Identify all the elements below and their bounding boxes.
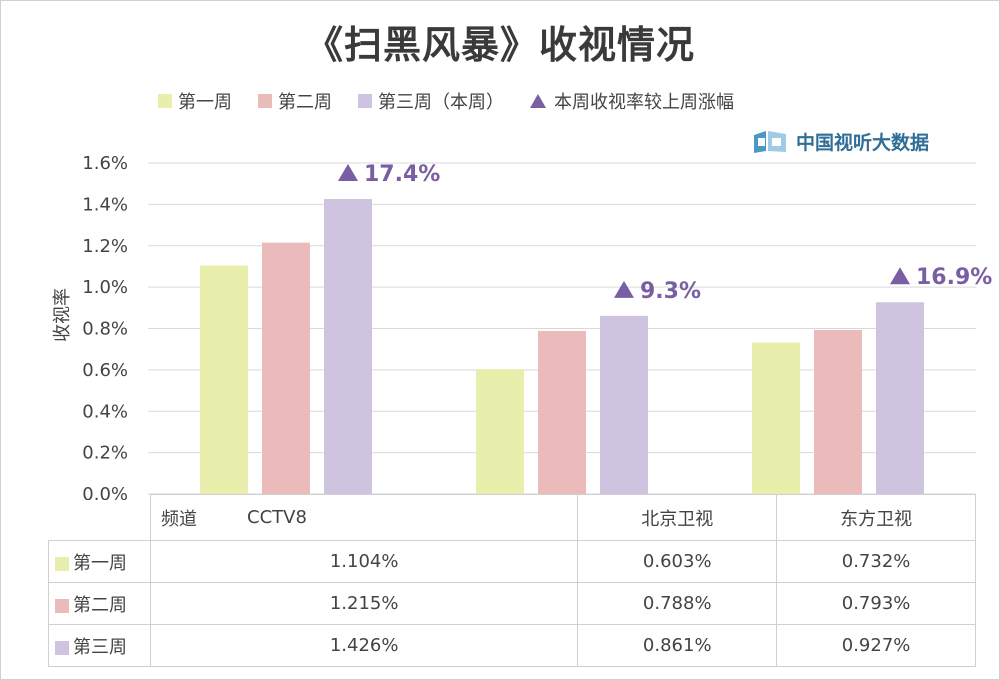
- legend-item-week1: 第一周: [158, 88, 232, 114]
- chart-title: 《扫黑风暴》收视情况: [304, 23, 695, 67]
- y-tick-label: 1.6%: [82, 153, 128, 174]
- y-tick-label: 1.4%: [82, 194, 128, 215]
- brand-watermark: 中国视听大数据: [752, 128, 929, 155]
- legend-item-change: 本周收视率较上周涨幅: [530, 88, 734, 114]
- table-header-cctv8: 频道 CCTV8: [149, 494, 579, 541]
- legend-label-change: 本周收视率较上周涨幅: [554, 92, 734, 113]
- bar: [476, 369, 524, 494]
- table-header-row: 频道 CCTV8 北京卫视 东方卫视: [48, 494, 976, 541]
- brand-logo-icon: [754, 130, 786, 153]
- row-label-week3: 第三周: [73, 636, 127, 658]
- bar: [262, 242, 310, 494]
- row-swatch-week3: [55, 640, 69, 655]
- y-tick-label: 1.2%: [82, 236, 128, 257]
- legend-label-week2: 第二周: [278, 92, 332, 113]
- table-cell: 0.793%: [776, 582, 976, 625]
- change-annotation: 17.4%: [338, 162, 440, 187]
- legend-label-week3: 第三周（本周）: [378, 92, 504, 113]
- table-cell: 0.603%: [577, 540, 778, 583]
- bar: [752, 342, 800, 494]
- table-row: 第二周 1.215% 0.788% 0.793%: [48, 582, 976, 625]
- y-tick-label: 0.4%: [82, 401, 128, 422]
- change-label: 17.4%: [364, 162, 440, 187]
- table-cell: 0.927%: [776, 624, 976, 667]
- bar: [538, 330, 586, 494]
- legend-item-week3: 第三周（本周）: [358, 88, 504, 114]
- triangle-up-icon: [530, 94, 546, 108]
- table-channel-2: 东方卫视: [840, 508, 913, 530]
- bar: [200, 265, 248, 494]
- y-tick-label: 0.8%: [82, 319, 128, 340]
- brand-name: 中国视听大数据: [796, 132, 930, 154]
- triangle-up-icon: [614, 280, 634, 298]
- bar: [876, 302, 924, 494]
- table-cell: 1.426%: [149, 624, 579, 667]
- table-cell: 1.215%: [149, 582, 579, 625]
- table-corner-blank: [48, 494, 151, 541]
- table-row: 第三周 1.426% 0.861% 0.927%: [48, 624, 976, 667]
- bar: [324, 198, 372, 494]
- legend-item-week2: 第二周: [258, 88, 332, 114]
- y-tick-label: 1.0%: [82, 277, 128, 298]
- table-row: 第一周 1.104% 0.603% 0.732%: [48, 540, 976, 583]
- y-axis-ticks: 0.0%0.2%0.4%0.6%0.8%1.0%1.2%1.4%1.6%: [82, 153, 128, 500]
- table-rowhead-week3: 第三周: [48, 624, 151, 667]
- data-table: 频道 CCTV8 北京卫视 东方卫视 第一周 1.104% 0.603% 0.7…: [48, 494, 976, 667]
- table-cell: 0.788%: [577, 582, 778, 625]
- change-annotation: 9.3%: [614, 279, 701, 304]
- table-corner-label: 频道: [161, 508, 197, 530]
- row-swatch-week2: [55, 598, 69, 613]
- change-label: 9.3%: [640, 279, 701, 304]
- table-cell: 0.861%: [577, 624, 778, 667]
- y-tick-label: 0.2%: [82, 443, 128, 464]
- table-rowhead-week1: 第一周: [48, 540, 151, 583]
- row-label-week2: 第二周: [73, 594, 127, 616]
- legend-swatch-week3: [358, 94, 372, 108]
- table-header-dongfang: 东方卫视: [776, 494, 976, 541]
- triangle-up-icon: [338, 163, 358, 181]
- bar: [600, 315, 648, 494]
- triangle-up-icon: [890, 267, 910, 285]
- change-annotation: 16.9%: [890, 265, 992, 290]
- table-cell: 1.104%: [149, 540, 579, 583]
- table-channel-1: 北京卫视: [641, 508, 714, 530]
- table-channel-0: CCTV8: [247, 507, 307, 528]
- change-label: 16.9%: [916, 265, 992, 290]
- legend-swatch-week1: [158, 94, 172, 108]
- y-tick-label: 0.6%: [82, 360, 128, 381]
- legend-swatch-week2: [258, 94, 272, 108]
- bar: [814, 329, 862, 494]
- legend: 第一周 第二周 第三周（本周） 本周收视率较上周涨幅: [158, 88, 760, 114]
- table-rowhead-week2: 第二周: [48, 582, 151, 625]
- table-cell: 0.732%: [776, 540, 976, 583]
- annotations: 17.4% 9.3% 16.9%: [338, 162, 992, 304]
- legend-label-week1: 第一周: [178, 92, 232, 113]
- bar-chart: 0.0%0.2%0.4%0.6%0.8%1.0%1.2%1.4%1.6% 17.…: [82, 153, 992, 500]
- row-swatch-week1: [55, 556, 69, 571]
- bars: [200, 198, 924, 494]
- table-header-beijing: 北京卫视: [577, 494, 778, 541]
- row-label-week1: 第一周: [73, 552, 127, 574]
